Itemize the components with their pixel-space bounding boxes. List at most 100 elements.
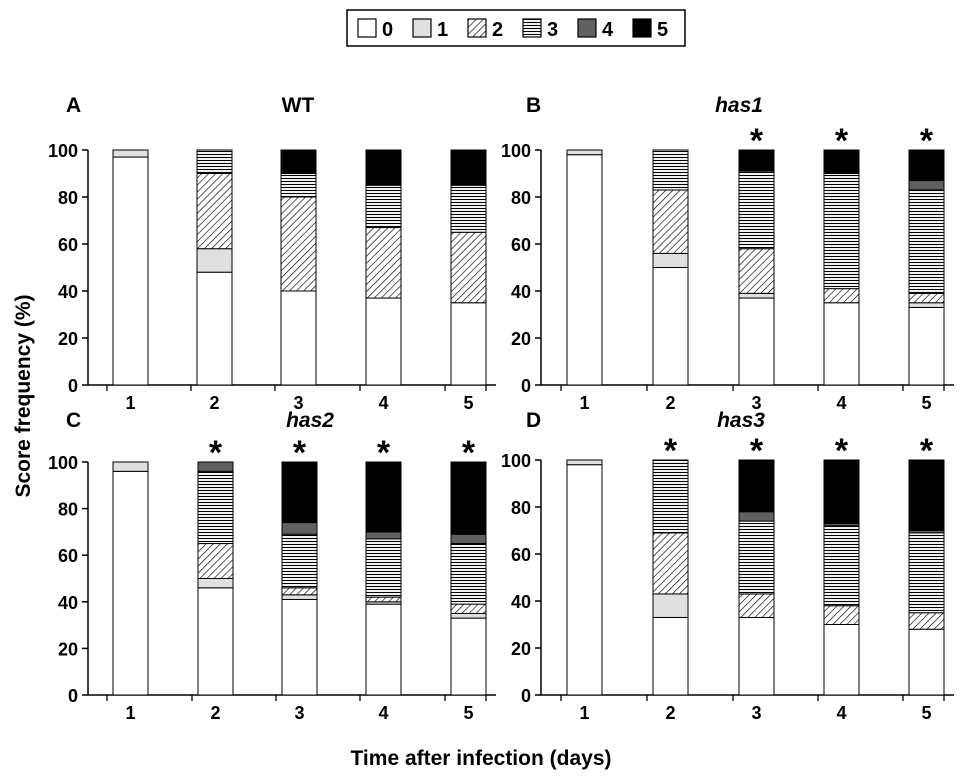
significance-star: * [920, 122, 934, 160]
x-tick-label: 2 [209, 393, 219, 413]
significance-star: * [377, 434, 391, 472]
bar-segment-score-2-day-4 [823, 288, 860, 304]
y-tick-label: 60 [58, 546, 78, 566]
bar-segment-score-3-day-4 [365, 538, 402, 598]
x-tick-label: 5 [921, 393, 931, 413]
x-tick-label: 5 [463, 703, 473, 723]
y-tick-label: 100 [501, 451, 531, 471]
y-tick-label: 20 [511, 329, 531, 349]
significance-star: * [664, 432, 678, 470]
legend-swatch-3 [522, 18, 542, 38]
significance-star: * [750, 122, 764, 160]
bar-segment-score-2-day-3 [280, 196, 317, 292]
bar-segment-score-4-day-2 [197, 461, 234, 472]
legend-label-4: 4 [602, 19, 614, 41]
bar-segment-score-3-day-4 [365, 184, 402, 229]
bar-segment-score-1-day-2 [652, 252, 689, 268]
panel-A: A WT 0 20 40 60 80 100 1 2 3 4 5 [48, 94, 496, 413]
bar-segment-score-3-day-3 [280, 173, 317, 198]
bar-segment-score-5-day-5 [450, 149, 487, 186]
bar-segment-score-1-day-1 [566, 149, 603, 156]
bar-segment-score-2-day-4 [365, 596, 402, 603]
bar-segment-score-1-day-3 [281, 594, 318, 600]
y-tick-label: 0 [521, 376, 531, 396]
legend-frame [346, 9, 686, 47]
y-tick-label: 40 [58, 593, 78, 613]
x-tick-label: 1 [579, 393, 589, 413]
y-tick-label: 0 [521, 686, 531, 706]
bar-segment-score-0-day-4 [365, 297, 402, 386]
bar-segment-score-5-day-4 [823, 459, 860, 524]
x-tick-label: 1 [579, 703, 589, 723]
y-tick-label: 100 [501, 141, 531, 161]
x-tick-label: 2 [210, 703, 220, 723]
bar-segment-score-5-day-5 [908, 459, 945, 531]
bar-segment-score-1-day-1 [112, 149, 149, 158]
bar-segment-score-2-day-5 [450, 603, 487, 614]
panel-title: WT [282, 94, 315, 117]
bar-segment-score-3-day-2 [197, 470, 234, 545]
y-axis-label: Score frequency (%) [12, 294, 35, 497]
legend-swatch-1 [412, 18, 432, 38]
y-tick-label: 20 [511, 639, 531, 659]
bar-segment-score-0-day-5 [908, 628, 945, 696]
bar-segment-score-4-day-5 [908, 180, 945, 191]
panel-letter: B [526, 94, 541, 117]
bar-segment-score-3-day-5 [908, 532, 945, 614]
bar-segment-score-0-day-2 [197, 587, 234, 696]
bar-segment-score-4-day-3 [738, 511, 775, 522]
x-tick-label: 4 [378, 703, 388, 723]
bar-segment-score-0-day-2 [652, 616, 689, 696]
bar-segment-score-3-day-5 [450, 184, 487, 233]
bar-segment-score-2-day-3 [738, 593, 775, 618]
y-tick-label: 0 [68, 686, 78, 706]
legend-swatch-0 [357, 18, 377, 38]
bar-segment-score-0-day-3 [738, 297, 775, 386]
y-tick-label: 20 [58, 639, 78, 659]
bar-segment-score-3-day-5 [908, 189, 945, 294]
legend-swatch-2 [467, 18, 487, 38]
bar-segment-score-2-day-2 [197, 543, 234, 579]
panel-title: has3 [717, 409, 765, 432]
bar-segment-score-3-day-4 [823, 173, 860, 290]
bar-segment-score-1-day-5 [450, 612, 487, 619]
significance-star: * [835, 122, 849, 160]
legend-label-5: 5 [657, 19, 668, 41]
bar-segment-score-2-day-2 [196, 173, 233, 250]
y-tick-label: 60 [58, 235, 78, 255]
bar-segment-score-5-day-5 [908, 149, 945, 182]
y-tick-label: 80 [511, 498, 531, 518]
x-tick-label: 3 [294, 703, 304, 723]
bar-segment-score-0-day-1 [112, 470, 149, 696]
bar-segment-score-3-day-3 [738, 520, 775, 595]
bar-segment-score-5-day-3 [281, 461, 318, 524]
bar-segment-score-1-day-3 [738, 292, 775, 299]
panel-title: has2 [286, 409, 334, 432]
bar-segment-score-1-day-1 [566, 459, 603, 466]
x-tick-label: 3 [293, 393, 303, 413]
y-tick-label: 60 [511, 545, 531, 565]
y-tick-label: 100 [48, 453, 78, 473]
bar-segment-score-3-day-2 [196, 149, 233, 174]
bar-segment-score-0-day-5 [450, 302, 487, 386]
significance-star: * [209, 434, 223, 472]
bar-segment-score-0-day-1 [112, 156, 149, 386]
bar-segment-score-0-day-5 [450, 617, 487, 696]
panel-letter: A [66, 94, 81, 117]
legend-label-3: 3 [547, 19, 558, 41]
bar-segment-score-2-day-5 [450, 231, 487, 304]
bar-segment-score-4-day-5 [450, 533, 487, 545]
bar-segment-score-1-day-2 [197, 578, 234, 589]
bar-segment-score-0-day-2 [196, 271, 233, 386]
significance-star: * [293, 434, 307, 472]
bar-segment-score-3-day-2 [652, 149, 689, 191]
bar-segment-score-2-day-2 [652, 189, 689, 254]
legend-label-0: 0 [382, 19, 393, 41]
bar-segment-score-5-day-3 [738, 149, 775, 172]
x-tick-label: 3 [751, 393, 761, 413]
bar-segment-score-5-day-3 [280, 149, 317, 174]
y-tick-label: 80 [58, 500, 78, 520]
